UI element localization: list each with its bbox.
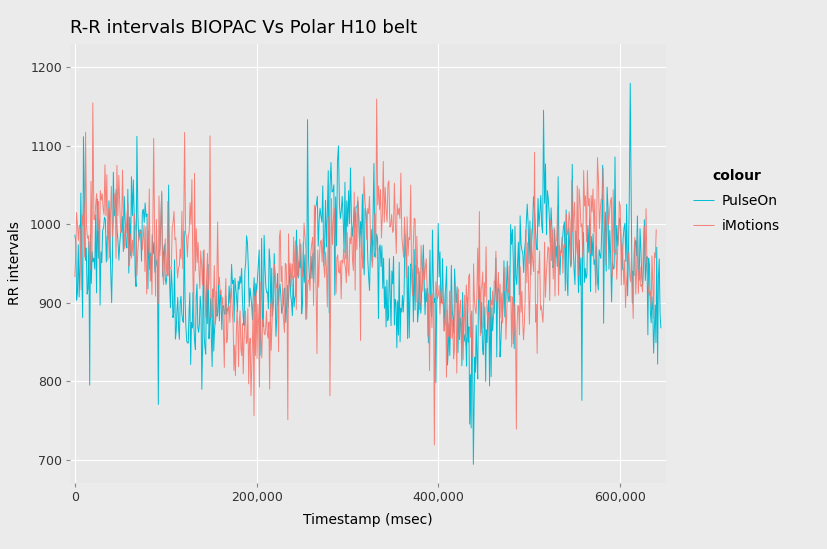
PulseOn — [513, 260, 523, 267]
Line: PulseOn: PulseOn — [74, 83, 661, 464]
X-axis label: Timestamp (msec): Timestamp (msec) — [304, 513, 433, 527]
Text: R-R intervals BIOPAC Vs Polar H10 belt: R-R intervals BIOPAC Vs Polar H10 belt — [70, 19, 418, 37]
PulseOn — [303, 116, 313, 123]
iMotions — [132, 272, 142, 279]
iMotions — [371, 96, 381, 102]
iMotions — [69, 274, 79, 281]
PulseOn — [468, 461, 478, 468]
Legend: PulseOn, iMotions: PulseOn, iMotions — [685, 161, 789, 242]
iMotions — [485, 333, 495, 339]
Y-axis label: RR intervals: RR intervals — [7, 222, 22, 305]
iMotions — [627, 255, 637, 261]
PulseOn — [287, 299, 297, 306]
iMotions — [652, 226, 662, 233]
iMotions — [429, 441, 439, 448]
PulseOn — [69, 231, 79, 238]
PulseOn — [203, 261, 213, 268]
PulseOn — [656, 325, 666, 332]
PulseOn — [354, 217, 364, 223]
iMotions — [133, 248, 143, 255]
PulseOn — [625, 80, 635, 87]
iMotions — [189, 323, 198, 329]
iMotions — [639, 223, 649, 229]
Line: iMotions: iMotions — [74, 99, 657, 445]
PulseOn — [416, 310, 426, 316]
